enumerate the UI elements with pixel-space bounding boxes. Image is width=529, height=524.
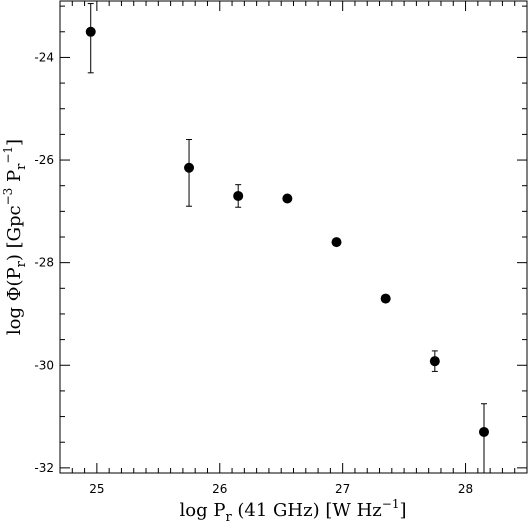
x-tick-label: 25 <box>89 482 104 496</box>
y-tick-labels: -24 -26 -28 -30 -32 <box>34 50 54 474</box>
x-tick-label: 26 <box>212 482 227 496</box>
y-axis-label: log Φ(Pr) [Gpc−3 Pr−1] <box>1 139 29 335</box>
data-point <box>478 426 489 437</box>
y-tick-label: -28 <box>34 256 54 270</box>
y-tick-label: -26 <box>34 153 54 167</box>
axis-ticks <box>59 1 528 473</box>
x-tick-label: 28 <box>458 482 473 496</box>
data-point <box>429 356 440 367</box>
y-tick-label: -24 <box>34 50 54 64</box>
data-point <box>184 162 195 173</box>
data-point <box>233 190 244 201</box>
data-point <box>282 193 293 204</box>
data-points <box>85 26 489 437</box>
x-axis-label: log Pr (41 GHz) [W Hz−1] <box>179 497 406 524</box>
y-tick-label: -32 <box>34 461 54 475</box>
error-bars <box>87 3 487 474</box>
data-point <box>380 293 391 304</box>
y-tick-label: -30 <box>34 358 54 372</box>
x-tick-label: 27 <box>335 482 350 496</box>
x-tick-labels: 25 26 27 28 <box>89 482 473 496</box>
data-point <box>331 237 342 248</box>
data-point <box>85 26 96 37</box>
plot-frame <box>59 0 528 474</box>
